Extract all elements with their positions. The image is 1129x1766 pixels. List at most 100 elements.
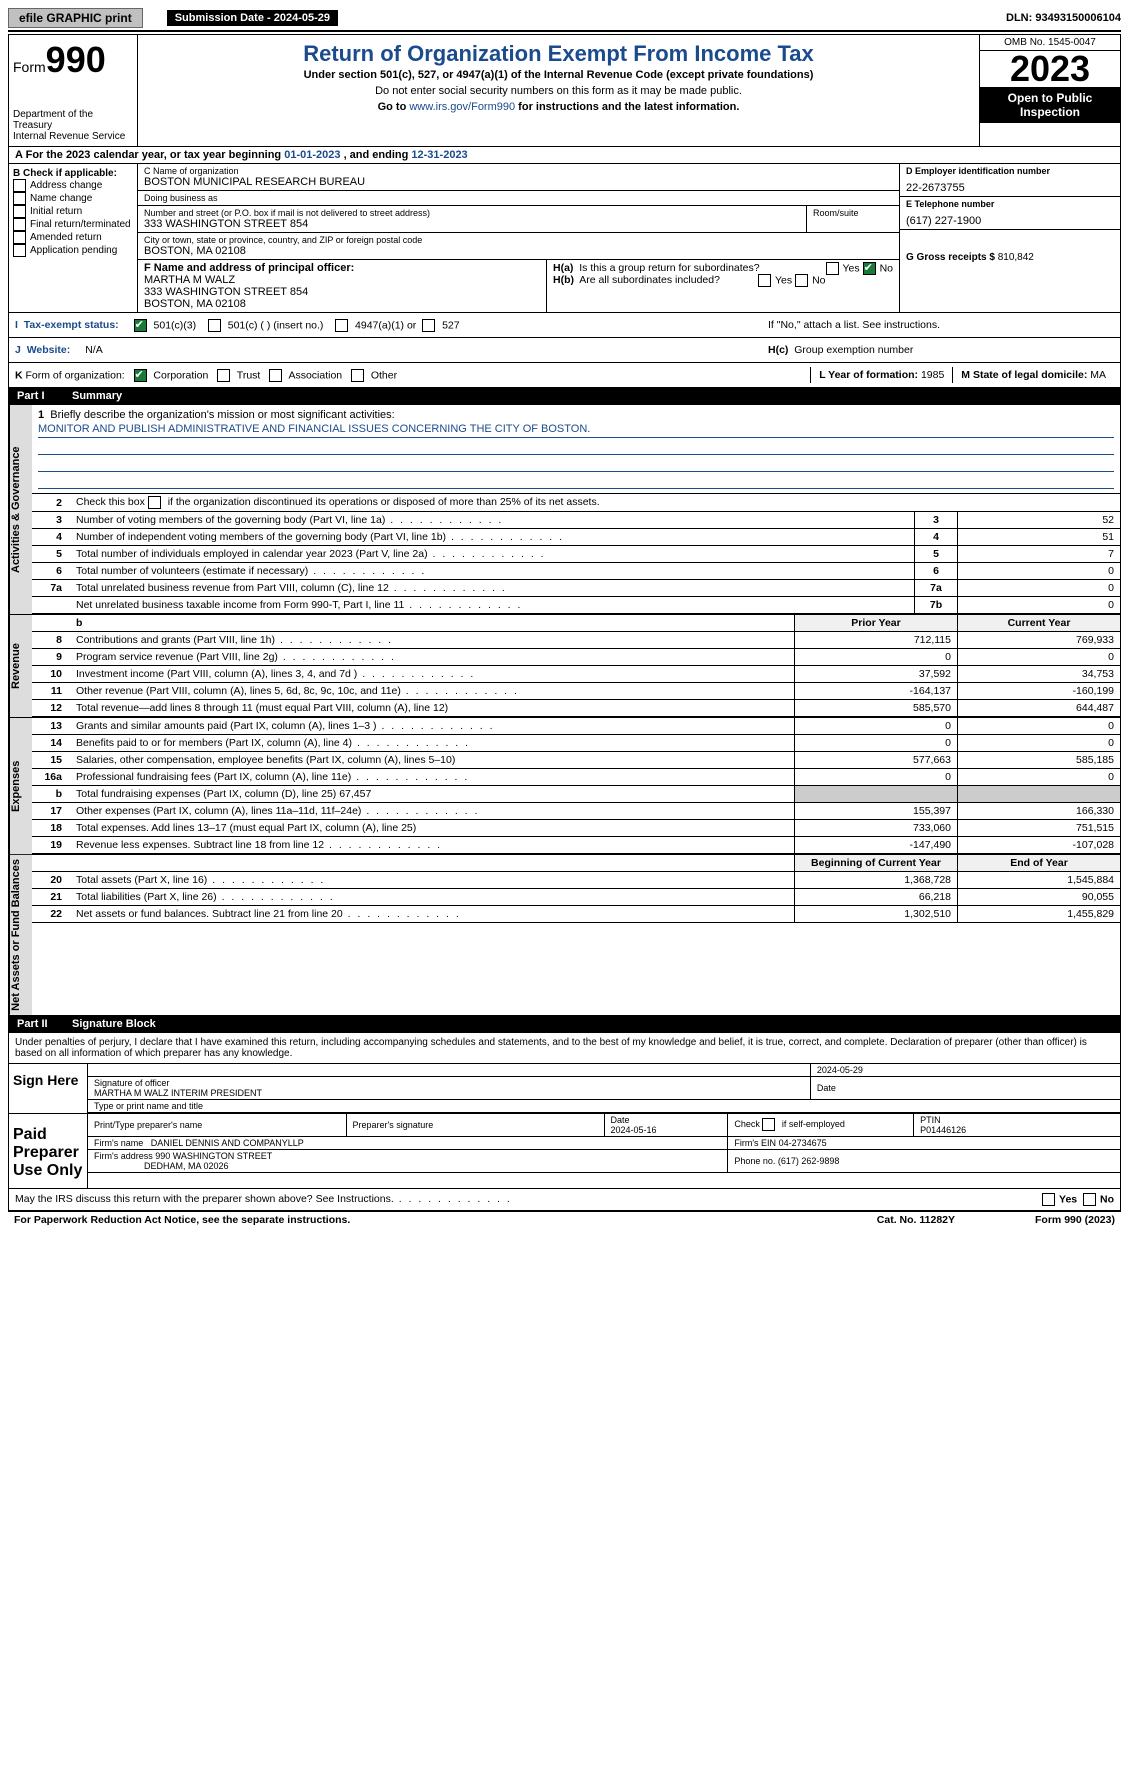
e13-n: 13 [32, 718, 70, 735]
print-text: print [105, 11, 132, 25]
n21-curr: 90,055 [958, 889, 1121, 906]
officer-sig-name: MARTHA M WALZ INTERIM PRESIDENT [94, 1088, 262, 1098]
governance-block: Activities & Governance 1 Briefly descri… [8, 405, 1121, 615]
dba-label: Doing business as [144, 193, 893, 203]
m-val: MA [1090, 369, 1106, 381]
dln-label: DLN: 93493150006104 [1006, 12, 1121, 24]
goto-note: Go to www.irs.gov/Form990 for instructio… [146, 101, 971, 113]
discuss-yes: Yes [1059, 1193, 1077, 1205]
opt-527: 527 [442, 319, 460, 331]
e14-text: Benefits paid to or for members (Part IX… [76, 737, 352, 749]
r8-text: Contributions and grants (Part VIII, lin… [76, 634, 275, 646]
phone-val: (617) 227-1900 [906, 215, 1114, 227]
cb-app-pending[interactable] [13, 244, 26, 257]
beg-hdr: Beginning of Current Year [795, 855, 958, 872]
r11-n: 11 [32, 683, 70, 700]
submission-date-badge: Submission Date - 2024-05-29 [167, 10, 338, 26]
r12-curr: 644,487 [958, 700, 1121, 717]
cb-hb-yes[interactable] [758, 274, 771, 287]
form-word: Form [13, 59, 46, 75]
cb-final-return[interactable] [13, 218, 26, 231]
cb-discontinued[interactable] [148, 496, 161, 509]
r10-n: 10 [32, 666, 70, 683]
form-no: 990 [46, 39, 106, 80]
r9-text: Program service revenue (Part VIII, line… [76, 651, 278, 663]
hc-col: H(c) Group exemption number [762, 342, 1114, 358]
officer-sig-cell [88, 1064, 810, 1077]
ha-yes: Yes [843, 262, 860, 274]
cb-ha-no[interactable] [863, 262, 876, 275]
revenue-tab: Revenue [9, 615, 32, 717]
e18-curr: 751,515 [958, 820, 1121, 837]
e15-text: Salaries, other compensation, employee b… [76, 754, 455, 766]
revenue-table: bPrior YearCurrent Year 8Contributions a… [32, 615, 1120, 717]
e13-curr: 0 [958, 718, 1121, 735]
cb-527[interactable] [422, 319, 435, 332]
opt-address: Address change [30, 180, 102, 191]
e13-prior: 0 [795, 718, 958, 735]
i-label: I [15, 319, 18, 331]
expenses-table: 13Grants and similar amounts paid (Part … [32, 718, 1120, 854]
end-hdr: End of Year [958, 855, 1121, 872]
identity-block: B Check if applicable: Address change Na… [8, 164, 1121, 313]
opt-name: Name change [30, 193, 92, 204]
g4-text: Number of independent voting members of … [76, 531, 446, 543]
e17-n: 17 [32, 803, 70, 820]
period-begin: 01-01-2023 [284, 149, 340, 161]
cb-corp[interactable] [134, 369, 147, 382]
e16a-text: Professional fundraising fees (Part IX, … [76, 771, 351, 783]
cb-discuss-yes[interactable] [1042, 1193, 1055, 1206]
cb-initial-return[interactable] [13, 205, 26, 218]
cb-ha-yes[interactable] [826, 262, 839, 275]
dept-label: Department of the Treasury Internal Reve… [13, 109, 133, 142]
g6-text: Total number of volunteers (estimate if … [76, 565, 308, 577]
open-to-public: Open to Public Inspection [980, 87, 1120, 123]
g7a-box: 7a [915, 580, 958, 597]
ha-no: No [880, 262, 893, 274]
hb-label: H(b) [553, 274, 574, 286]
l-label: L Year of formation: [819, 369, 921, 381]
cb-hb-no[interactable] [795, 274, 808, 287]
form990-link[interactable]: www.irs.gov/Form990 [409, 101, 515, 113]
goto-pre: Go to [378, 101, 410, 113]
e19-text: Revenue less expenses. Subtract line 18 … [76, 839, 324, 851]
cb-assoc[interactable] [269, 369, 282, 382]
cb-other[interactable] [351, 369, 364, 382]
r9-prior: 0 [795, 649, 958, 666]
sign-block: Sign Here 2024-05-29 Signature of office… [8, 1064, 1121, 1114]
e16b-prior [795, 786, 958, 803]
efile-button[interactable]: efile GRAPHIC print [8, 8, 143, 28]
cb-amended[interactable] [13, 231, 26, 244]
cb-name-change[interactable] [13, 192, 26, 205]
r10-curr: 34,753 [958, 666, 1121, 683]
box-c: C Name of organization BOSTON MUNICIPAL … [138, 164, 899, 312]
room-label: Room/suite [813, 208, 893, 218]
cb-trust[interactable] [217, 369, 230, 382]
cb-address-change[interactable] [13, 179, 26, 192]
addr-val: 333 WASHINGTON STREET 854 [144, 218, 800, 230]
dba-cell: Doing business as [138, 191, 899, 206]
g7a-n: 7a [32, 580, 70, 597]
m-label: M State of legal domicile: [961, 369, 1090, 381]
cb-self-employed[interactable] [762, 1118, 775, 1131]
g3-n: 3 [32, 512, 70, 529]
g4-n: 4 [32, 529, 70, 546]
footer-mid: Cat. No. 11282Y [877, 1214, 955, 1226]
form-title: Return of Organization Exempt From Incom… [146, 41, 971, 67]
hb-yes: Yes [775, 274, 792, 286]
period-row: A For the 2023 calendar year, or tax yea… [8, 147, 1121, 164]
cb-4947[interactable] [335, 319, 348, 332]
goto-post: for instructions and the latest informat… [515, 101, 739, 113]
n21-text: Total liabilities (Part X, line 26) [76, 891, 217, 903]
website-row: J Website: N/A H(c) Group exemption numb… [8, 338, 1121, 363]
cb-discuss-no[interactable] [1083, 1193, 1096, 1206]
officer-addr1: 333 WASHINGTON STREET 854 [144, 286, 540, 298]
opt-final: Final return/terminated [30, 219, 131, 230]
firm-ein: 04-2734675 [779, 1138, 827, 1148]
cb-501c[interactable] [208, 319, 221, 332]
efile-text: efile [19, 11, 43, 25]
cb-501c3[interactable] [134, 319, 147, 332]
e18-text: Total expenses. Add lines 13–17 (must eq… [76, 822, 416, 834]
mission-line2 [38, 440, 1114, 455]
opt-501c3: 501(c)(3) [154, 319, 197, 331]
